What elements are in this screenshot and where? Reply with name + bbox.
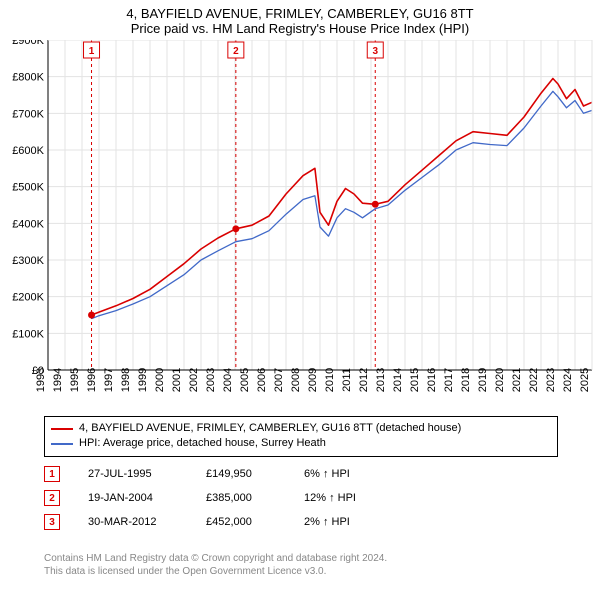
- sales-row-2: 2 19-JAN-2004 £385,000 12% ↑ HPI: [44, 486, 394, 510]
- svg-text:1993: 1993: [35, 368, 47, 392]
- legend-label-2: HPI: Average price, detached house, Surr…: [79, 436, 326, 451]
- svg-text:1995: 1995: [69, 368, 81, 392]
- svg-text:£200K: £200K: [12, 292, 44, 304]
- svg-text:1994: 1994: [52, 368, 64, 392]
- svg-text:2008: 2008: [290, 368, 302, 392]
- svg-text:2014: 2014: [392, 368, 404, 392]
- sale-date-2: 19-JAN-2004: [88, 492, 178, 504]
- svg-text:3: 3: [372, 46, 378, 57]
- legend-item-1: 4, BAYFIELD AVENUE, FRIMLEY, CAMBERLEY, …: [51, 421, 551, 436]
- svg-text:1: 1: [89, 46, 95, 57]
- svg-text:1997: 1997: [103, 368, 115, 392]
- marker-box-1: 1: [44, 466, 60, 482]
- footer-line-2: This data is licensed under the Open Gov…: [44, 565, 387, 578]
- svg-text:1996: 1996: [86, 368, 98, 392]
- svg-text:£600K: £600K: [12, 145, 44, 157]
- sales-row-1: 1 27-JUL-1995 £149,950 6% ↑ HPI: [44, 462, 394, 486]
- svg-text:2018: 2018: [460, 368, 472, 392]
- sale-hpi-3: 2% ↑ HPI: [304, 516, 394, 528]
- svg-text:1999: 1999: [137, 368, 149, 392]
- svg-text:2012: 2012: [358, 368, 370, 392]
- sale-date-3: 30-MAR-2012: [88, 516, 178, 528]
- legend: 4, BAYFIELD AVENUE, FRIMLEY, CAMBERLEY, …: [44, 416, 558, 457]
- svg-text:£400K: £400K: [12, 218, 44, 230]
- svg-text:2019: 2019: [477, 368, 489, 392]
- sale-hpi-2: 12% ↑ HPI: [304, 492, 394, 504]
- svg-text:£900K: £900K: [12, 40, 44, 47]
- svg-text:£800K: £800K: [12, 72, 44, 84]
- legend-swatch-1: [51, 428, 73, 430]
- svg-text:2015: 2015: [409, 368, 421, 392]
- svg-text:2000: 2000: [154, 368, 166, 392]
- svg-text:2024: 2024: [562, 368, 574, 392]
- svg-text:2001: 2001: [171, 368, 183, 392]
- svg-text:£500K: £500K: [12, 182, 44, 194]
- sales-table: 1 27-JUL-1995 £149,950 6% ↑ HPI 2 19-JAN…: [44, 462, 394, 534]
- svg-text:2021: 2021: [511, 368, 523, 392]
- svg-text:2013: 2013: [375, 368, 387, 392]
- sales-row-3: 3 30-MAR-2012 £452,000 2% ↑ HPI: [44, 510, 394, 534]
- svg-text:2016: 2016: [426, 368, 438, 392]
- svg-text:2007: 2007: [273, 368, 285, 392]
- svg-text:2004: 2004: [222, 368, 234, 392]
- svg-text:2003: 2003: [205, 368, 217, 392]
- svg-text:1998: 1998: [120, 368, 132, 392]
- marker-num-1: 1: [49, 469, 55, 480]
- svg-text:2017: 2017: [443, 368, 455, 392]
- svg-text:2022: 2022: [528, 368, 540, 392]
- footer-line-1: Contains HM Land Registry data © Crown c…: [44, 552, 387, 565]
- svg-text:2005: 2005: [239, 368, 251, 392]
- footer: Contains HM Land Registry data © Crown c…: [44, 552, 387, 578]
- svg-text:2: 2: [233, 46, 239, 57]
- svg-text:2009: 2009: [307, 368, 319, 392]
- legend-swatch-2: [51, 443, 73, 445]
- svg-text:2010: 2010: [324, 368, 336, 392]
- svg-text:£300K: £300K: [12, 255, 44, 267]
- svg-text:2025: 2025: [579, 368, 591, 392]
- legend-label-1: 4, BAYFIELD AVENUE, FRIMLEY, CAMBERLEY, …: [79, 421, 461, 436]
- sale-price-1: £149,950: [206, 468, 276, 480]
- chart-title: 4, BAYFIELD AVENUE, FRIMLEY, CAMBERLEY, …: [0, 0, 600, 21]
- price-chart-container: 4, BAYFIELD AVENUE, FRIMLEY, CAMBERLEY, …: [0, 0, 600, 400]
- sale-price-3: £452,000: [206, 516, 276, 528]
- marker-num-3: 3: [49, 517, 55, 528]
- sale-price-2: £385,000: [206, 492, 276, 504]
- svg-text:2023: 2023: [545, 368, 557, 392]
- svg-text:£700K: £700K: [12, 108, 44, 120]
- marker-num-2: 2: [49, 493, 55, 504]
- svg-text:£100K: £100K: [12, 328, 44, 340]
- marker-box-3: 3: [44, 514, 60, 530]
- legend-item-2: HPI: Average price, detached house, Surr…: [51, 436, 551, 451]
- chart-subtitle: Price paid vs. HM Land Registry's House …: [0, 21, 600, 40]
- svg-text:2006: 2006: [256, 368, 268, 392]
- svg-text:2020: 2020: [494, 368, 506, 392]
- sale-date-1: 27-JUL-1995: [88, 468, 178, 480]
- svg-text:2011: 2011: [341, 368, 353, 392]
- marker-box-2: 2: [44, 490, 60, 506]
- sale-hpi-1: 6% ↑ HPI: [304, 468, 394, 480]
- chart-svg: £0£100K£200K£300K£400K£500K£600K£700K£80…: [0, 40, 600, 400]
- svg-text:2002: 2002: [188, 368, 200, 392]
